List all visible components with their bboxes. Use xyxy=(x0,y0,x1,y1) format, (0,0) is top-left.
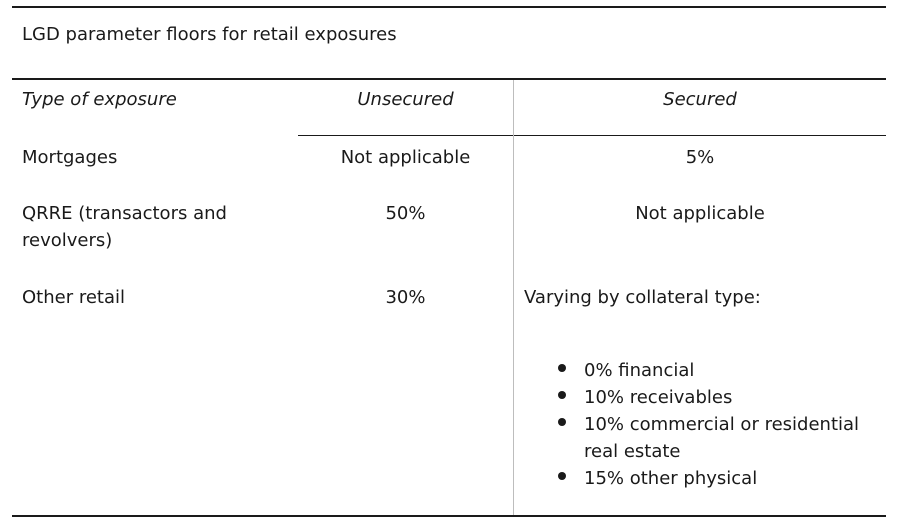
header-rule xyxy=(12,78,886,80)
row-qrre-secured: Not applicable xyxy=(635,203,765,224)
list-item: 15% other physical xyxy=(556,465,884,492)
row-qrre-type-line1: QRRE (transactors and xyxy=(22,203,227,224)
bullet-icon xyxy=(558,418,566,426)
list-item: 10% receivables xyxy=(556,384,884,411)
collateral-item-text: 10% commercial or residential xyxy=(584,414,860,435)
row-qrre-unsecured: 50% xyxy=(385,203,426,224)
column-divider xyxy=(513,80,514,515)
row-qrre-type-line2: revolvers) xyxy=(22,230,113,251)
row-other-retail-secured: Varying by collateral type: xyxy=(524,287,761,308)
list-item: 0% financial xyxy=(556,357,884,384)
subheader-rule xyxy=(298,135,886,136)
list-item: 10% commercial or residential real estat… xyxy=(556,411,884,465)
collateral-list: 0% financial 10% receivables 10% commerc… xyxy=(556,357,884,492)
row-mortgages-secured: 5% xyxy=(685,147,715,168)
top-rule xyxy=(12,6,886,8)
row-mortgages-unsecured: Not applicable xyxy=(340,147,471,168)
row-other-retail-type: Other retail xyxy=(22,287,125,308)
collateral-item-text: 10% receivables xyxy=(584,387,733,408)
row-mortgages-type: Mortgages xyxy=(22,147,118,168)
collateral-item-text-continued: real estate xyxy=(584,441,681,462)
table-caption: LGD parameter floors for retail exposure… xyxy=(22,24,397,45)
header-unsecured: Unsecured xyxy=(357,89,454,110)
header-type-of-exposure: Type of exposure xyxy=(22,89,177,110)
header-secured: Secured xyxy=(663,89,737,110)
row-other-retail-unsecured: 30% xyxy=(385,287,426,308)
bullet-icon xyxy=(558,391,566,399)
bottom-rule xyxy=(12,515,886,517)
bullet-icon xyxy=(558,472,566,480)
collateral-item-text: 0% financial xyxy=(584,360,695,381)
bullet-icon xyxy=(558,364,566,372)
collateral-item-text: 15% other physical xyxy=(584,468,758,489)
